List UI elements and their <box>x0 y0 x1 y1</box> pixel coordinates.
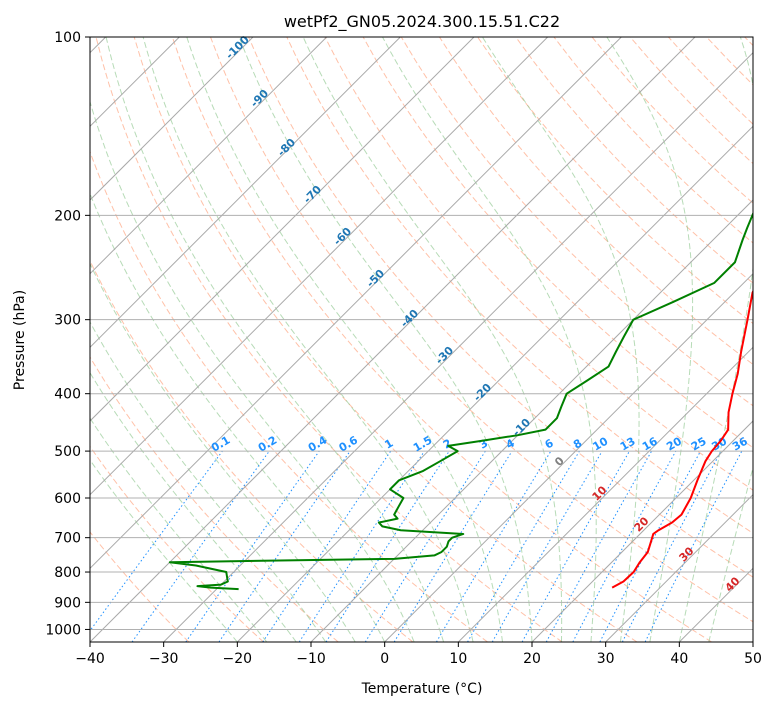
isotherm-line <box>310 199 753 642</box>
y-tick-label: 700 <box>54 531 81 547</box>
mixing-ratio-line <box>218 450 351 642</box>
pressure-grid <box>90 37 753 630</box>
isotherm-line <box>90 37 696 642</box>
moist-adiabat <box>302 37 563 642</box>
y-tick-label: 600 <box>54 491 81 507</box>
profile-series <box>168 211 753 591</box>
dry-adiabat <box>515 37 753 284</box>
isotherm-line <box>90 37 401 349</box>
mixing-ratio-line <box>325 450 450 642</box>
isotherm-line <box>236 125 753 642</box>
y-tick-label: 500 <box>54 444 81 460</box>
temperature-profile-line <box>611 289 753 589</box>
mixing-ratio-line <box>572 450 677 642</box>
mixing-ratio-line <box>185 450 320 642</box>
dry-adiabat <box>90 356 339 642</box>
chart-title: wetPf2_GN05.2024.300.15.51.C22 <box>284 12 560 32</box>
isotherm-line <box>752 641 753 642</box>
dry-adiabat <box>90 531 190 642</box>
moist-adiabat <box>186 37 504 642</box>
isotherm-line <box>90 37 475 422</box>
y-axis-title: Pressure (hPa) <box>12 290 28 390</box>
y-tick-label: 100 <box>54 30 81 46</box>
dry-adiabat <box>248 37 753 578</box>
x-tick-label: −10 <box>296 651 326 667</box>
moist-adiabat <box>142 37 474 642</box>
moist-adiabat <box>606 37 694 642</box>
moist-adiabat <box>90 459 238 642</box>
x-tick-label: 40 <box>670 651 688 667</box>
x-tick-label: −30 <box>149 651 179 667</box>
x-tick-label: 30 <box>597 651 615 667</box>
x-tick-label: −20 <box>223 651 253 667</box>
moist-adiabat <box>90 262 356 642</box>
y-tick-label: 400 <box>54 387 81 403</box>
mixing-ratio-line <box>131 450 270 642</box>
dry-adiabat <box>210 37 753 623</box>
mixing-ratio-line <box>545 450 653 642</box>
mixing-ratio-line <box>298 450 425 642</box>
x-tick-label: 20 <box>523 651 541 667</box>
moist-adiabat <box>105 37 445 642</box>
dewpoint-profile-line <box>168 211 753 591</box>
mixing-ratio-line <box>393 450 513 642</box>
x-axis-title: Temperature (°C) <box>361 681 483 697</box>
x-axis-ticks: −40 −30 −20 −10 0 10 20 30 40 50 <box>75 642 762 667</box>
isotherm-line <box>90 37 622 570</box>
moist-adiabat <box>678 37 753 642</box>
plot-area <box>90 37 753 642</box>
y-tick-label: 300 <box>54 313 81 329</box>
isotherm-line <box>90 37 549 496</box>
y-axis-ticks: 100 200 300 400 500 600 700 800 900 1000 <box>45 30 90 638</box>
isotherm-line <box>90 37 328 275</box>
moist-adiabat <box>90 192 386 642</box>
dry-adiabat <box>133 37 638 642</box>
moist-adiabat <box>90 371 297 642</box>
mixing-ratio-line <box>90 450 223 632</box>
moist-adiabat <box>238 37 533 642</box>
x-tick-label: −40 <box>75 651 105 667</box>
moist-adiabat <box>90 417 268 642</box>
moist-adiabat <box>481 37 640 642</box>
isotherm-line <box>457 346 753 642</box>
y-tick-label: 200 <box>54 208 81 224</box>
moist-adiabat <box>382 37 597 642</box>
dry-adiabat <box>90 150 488 642</box>
isotherm-line <box>605 493 753 642</box>
y-tick-label: 1000 <box>45 622 81 638</box>
x-tick-label: 10 <box>449 651 467 667</box>
x-tick-label: 0 <box>380 651 389 667</box>
dry-adiabat <box>95 37 563 642</box>
isotherm-line <box>531 420 753 642</box>
isotherm-line <box>90 37 254 201</box>
dry-adiabat <box>90 445 264 642</box>
x-tick-label: 50 <box>744 651 762 667</box>
plot-frame <box>89 36 754 643</box>
y-tick-label: 900 <box>54 595 81 611</box>
mixing-ratio-line <box>521 450 630 642</box>
isotherm-line <box>384 272 753 642</box>
dry-adiabat <box>400 37 753 407</box>
y-tick-label: 800 <box>54 565 81 581</box>
dry-adiabat <box>439 37 753 366</box>
mixing-ratio-line <box>262 450 392 642</box>
background-lines <box>90 37 753 642</box>
isotherm-line <box>163 51 753 642</box>
mixing-ratio-line <box>644 450 743 642</box>
moist-adiabat <box>90 100 415 642</box>
